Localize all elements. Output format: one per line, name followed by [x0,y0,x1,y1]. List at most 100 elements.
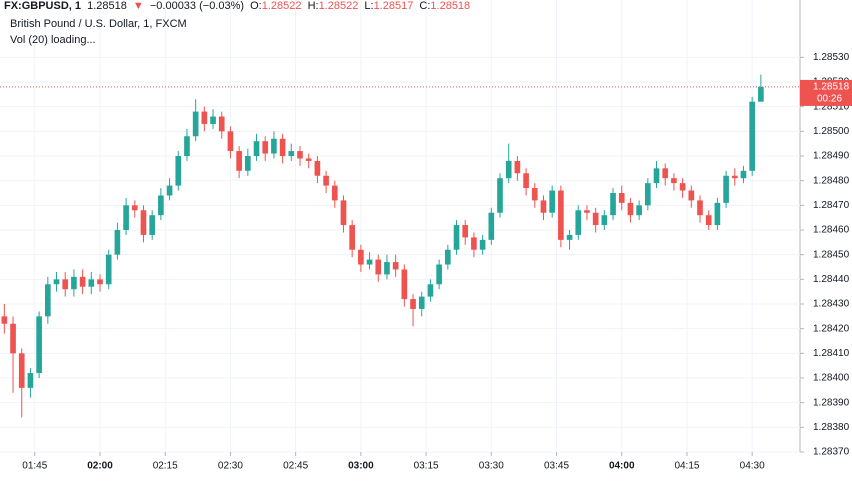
l-value: 1.28517 [373,0,414,12]
y-tick-label: 1.28430 [813,299,850,310]
candle-body [410,299,416,309]
candle-body [366,259,373,265]
candle-body [323,175,329,186]
candle-body [349,225,355,250]
candle-body [114,230,121,255]
candle-body [79,276,86,287]
candle-body [288,151,295,156]
arrow: ▼ [132,0,144,12]
candle-body [697,200,703,216]
candle-body [262,141,269,154]
candle-body [45,284,51,317]
symbol-header: FX:GBPUSD, 1 1.28518 ▼ −0.00033 (−0.03%)… [4,0,473,12]
candle-body [210,116,216,124]
candle-body [627,202,634,216]
candle-body [523,173,529,189]
candle-body [688,190,695,201]
c-label: C: [419,0,431,12]
x-tick-label: 04:30 [740,461,765,472]
y-tick-label: 1.28530 [813,52,850,63]
candle-body [375,259,382,275]
candle-body [123,205,129,230]
candle-body [488,212,495,240]
candle-body [453,225,460,250]
x-tick-label: 02:30 [218,461,243,472]
last-price-label: 1.28518 [813,82,850,93]
candle-body [479,239,486,250]
x-tick-label: 03:00 [348,461,374,472]
candle-body [158,195,164,216]
y-tick-label: 1.28460 [813,225,850,236]
change: −0.00033 (−0.03%) [149,0,245,12]
candle-body [192,111,199,137]
candle-body [88,279,95,287]
candle-body [149,215,155,235]
candle-body [497,178,503,213]
candle-body [514,160,521,174]
x-tick-label: 04:15 [674,461,699,472]
candle-body [105,254,112,285]
last: 1.28518 [87,0,127,12]
y-tick-label: 1.28500 [813,126,850,137]
y-tick-label: 1.28400 [813,373,850,384]
y-tick-label: 1.28450 [813,249,850,260]
candle-body [618,193,625,203]
candle-body [201,111,208,124]
y-tick-label: 1.28470 [813,200,850,211]
candle-body [131,205,138,211]
candle-body [227,131,234,152]
candle-body [723,175,729,203]
x-tick-label: 04:00 [609,461,635,472]
legend-volume: Vol (20) loading... [10,34,96,46]
candle-body [436,264,442,285]
candle-body [427,284,434,297]
candle-body [418,296,425,309]
candle-body [671,178,677,184]
candle-body [279,138,286,156]
candle-body [218,116,225,132]
countdown: 00:26 [817,94,842,105]
candle-body [62,279,69,290]
candle-body [18,353,25,388]
candle-body [662,168,669,179]
candle-body [245,156,251,171]
candle-body [471,237,477,250]
x-tick-label: 02:45 [283,461,308,472]
c-value: 1.28518 [430,0,471,12]
candle-body [392,262,399,270]
candle-body [166,185,173,196]
l-label: L: [364,0,374,12]
y-tick-label: 1.28370 [813,447,850,458]
candle-body [236,151,242,171]
candle-body [645,183,651,206]
candle-body [297,151,303,159]
candle-body [140,210,147,235]
symbol[interactable]: FX:GBPUSD, 1 [4,0,82,12]
candle-body [653,168,660,184]
x-tick-label: 03:30 [479,461,504,472]
candle-body [27,373,34,388]
x-tick-label: 02:15 [153,461,178,472]
y-tick-label: 1.28410 [813,348,850,359]
candle-body [401,269,408,300]
candle-body [749,101,755,171]
candle-body [601,215,608,226]
candle-body [175,156,182,186]
candle-body [531,188,538,201]
candle-body [462,225,469,238]
x-tick-label: 03:15 [414,461,439,472]
candle-body [549,190,555,213]
candle-body [445,249,451,265]
y-tick-label: 1.28380 [813,422,850,433]
x-tick-label: 02:00 [87,461,113,472]
x-tick-label: 01:45 [22,461,47,472]
candle-body [575,210,582,235]
candle-body [358,249,364,265]
candle-body [714,202,721,226]
candle-body [758,86,764,102]
candle-body [331,185,338,201]
candle-body [566,234,573,240]
candle-body [679,183,686,191]
